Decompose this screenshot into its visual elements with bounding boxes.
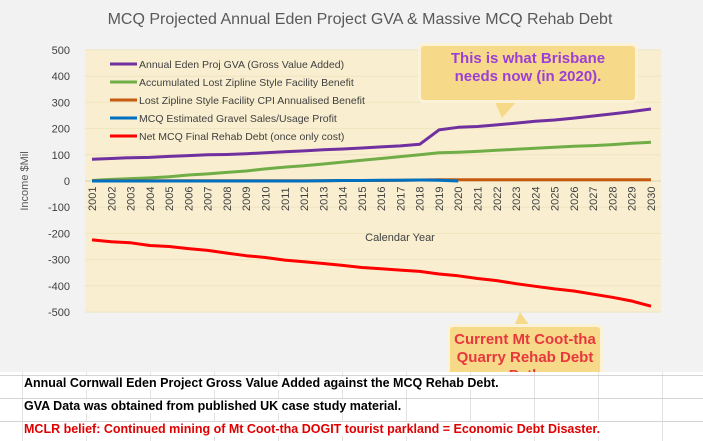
spreadsheet-cells[interactable]: Annual Cornwall Eden Project Gross Value…	[0, 372, 703, 441]
x-tick-label: 2009	[241, 187, 253, 211]
x-tick-label: 2018	[415, 187, 427, 211]
x-tick-label: 2003	[126, 187, 138, 211]
y-tick-label: -400	[48, 281, 70, 293]
x-tick-label: 2021	[473, 187, 485, 211]
x-tick-label: 2012	[299, 187, 311, 211]
y-tick-label: -500	[48, 307, 70, 319]
x-tick-label: 2002	[106, 187, 118, 211]
callout-text: This is what Brisbane	[450, 50, 606, 67]
callout-text: needs now (in 2020).	[454, 68, 602, 85]
sheet-row-1[interactable]: Annual Cornwall Eden Project Gross Value…	[24, 376, 503, 390]
callout-text: Current Mt Coot-tha	[454, 331, 596, 348]
legend-label: Accumulated Lost Zipline Style Facility …	[139, 77, 354, 89]
x-tick-label: 2022	[492, 187, 504, 211]
x-tick-label: 2028	[607, 187, 619, 211]
x-tick-label: 2020	[453, 187, 465, 211]
series-line	[91, 238, 652, 308]
x-tick-label: 2004	[145, 187, 157, 211]
y-tick-label: 500	[52, 45, 70, 57]
y-tick-label: 0	[64, 176, 70, 188]
x-tick-label: 2016	[376, 187, 388, 211]
x-tick-label: 2025	[550, 187, 562, 211]
x-axis-label: Calendar Year	[365, 232, 435, 244]
legend-label: MCQ Estimated Gravel Sales/Usage Profit	[139, 113, 337, 125]
x-tick-label: 2026	[569, 187, 581, 211]
legend-label: Annual Eden Proj GVA (Gross Value Added)	[139, 59, 344, 71]
series-line	[91, 107, 652, 161]
sheet-row-3[interactable]: MCLR belief: Continued mining of Mt Coot…	[24, 422, 605, 436]
y-tick-label: 400	[52, 71, 70, 83]
x-tick-label: 2024	[530, 187, 542, 211]
y-tick-label: 100	[52, 150, 70, 162]
series-line	[92, 178, 459, 183]
legend-label: Lost Zipline Style Facility CPI Annualis…	[139, 95, 365, 107]
y-tick-label: 200	[52, 124, 70, 136]
y-tick-label: -300	[48, 255, 70, 267]
series-line	[91, 140, 652, 182]
x-tick-label: 2001	[87, 187, 99, 211]
x-tick-label: 2015	[357, 187, 369, 211]
legend-label: Net MCQ Final Rehab Debt (once only cost…	[139, 131, 344, 143]
x-tick-label: 2027	[588, 187, 600, 211]
y-tick-label: 300	[52, 97, 70, 109]
x-tick-label: 2010	[260, 187, 272, 211]
x-tick-label: 2006	[183, 187, 195, 211]
x-tick-label: 2019	[434, 187, 446, 211]
y-axis-label: Income $Mil	[19, 151, 31, 210]
callout-pointer	[494, 100, 518, 118]
x-tick-label: 2008	[222, 187, 234, 211]
x-tick-label: 2023	[511, 187, 523, 211]
x-tick-label: 2005	[164, 187, 176, 211]
x-tick-label: 2013	[318, 187, 330, 211]
y-tick-label: -200	[48, 228, 70, 240]
x-tick-label: 2030	[646, 187, 658, 211]
y-tick-label: -100	[48, 202, 70, 214]
callout-brisbane: This is what Brisbane needs now (in 2020…	[418, 43, 638, 103]
x-tick-label: 2017	[395, 187, 407, 211]
sheet-row-2[interactable]: GVA Data was obtained from published UK …	[24, 399, 406, 413]
callout-debt-path: Current Mt Coot-tha Quarry Rehab Debt Pa…	[447, 324, 603, 384]
chart-title: MCQ Projected Annual Eden Project GVA & …	[108, 11, 613, 28]
x-tick-label: 2014	[338, 187, 350, 211]
x-tick-label: 2007	[203, 187, 215, 211]
x-tick-label: 2011	[280, 187, 292, 211]
callout-pointer	[514, 312, 530, 326]
chart-area: MCQ Projected Annual Eden Project GVA & …	[0, 0, 703, 384]
x-tick-label: 2029	[627, 187, 639, 211]
